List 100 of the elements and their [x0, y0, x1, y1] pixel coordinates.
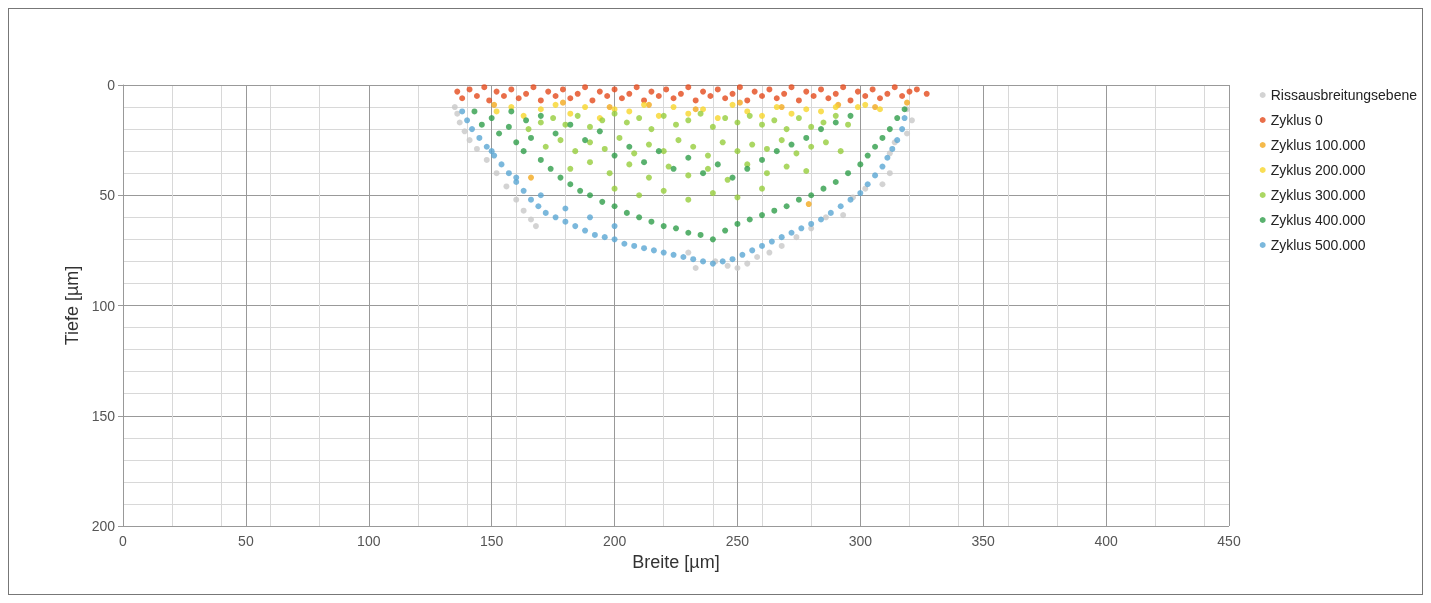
legend-label: Zyklus 400.000 [1270, 212, 1366, 228]
point [464, 117, 471, 124]
point [491, 101, 498, 108]
y-tick-label: 100 [91, 297, 116, 314]
point [778, 234, 785, 241]
point [724, 262, 731, 269]
point [562, 218, 569, 225]
point [857, 190, 864, 197]
point [879, 181, 886, 188]
point [582, 104, 589, 111]
point [729, 101, 736, 108]
point [552, 214, 559, 221]
legend-label: Zyklus 100.000 [1270, 137, 1366, 153]
point [466, 137, 473, 144]
legend-label: Zyklus 500.000 [1270, 237, 1366, 253]
x-tick-label: 150 [479, 533, 504, 549]
point [601, 234, 608, 241]
point [904, 99, 911, 106]
point [778, 104, 785, 111]
point [621, 240, 628, 247]
point [670, 251, 677, 258]
point [562, 205, 569, 212]
point [793, 234, 800, 241]
point [459, 108, 466, 115]
point [886, 170, 893, 177]
point [641, 245, 648, 252]
point [655, 112, 662, 119]
point [528, 174, 534, 181]
point [864, 181, 871, 188]
point [759, 112, 766, 119]
point [854, 104, 861, 111]
point [520, 187, 527, 194]
point [461, 128, 468, 135]
point [700, 106, 707, 113]
point [537, 192, 544, 199]
point [736, 99, 743, 106]
point [567, 110, 574, 117]
point [469, 126, 475, 133]
point [788, 229, 795, 236]
point [631, 242, 638, 249]
legend-label: Zyklus 0 [1270, 112, 1324, 128]
x-tick-label: 200 [602, 533, 627, 549]
point [729, 256, 736, 263]
point [700, 258, 707, 265]
point [759, 242, 766, 249]
point [808, 220, 815, 227]
point [586, 214, 593, 221]
point [451, 104, 458, 111]
point [488, 148, 495, 155]
legend-label: Zyklus 200.000 [1270, 162, 1366, 178]
point [513, 196, 520, 203]
y-tick-label: 150 [91, 407, 116, 424]
point [520, 207, 527, 214]
x-tick-label: 300 [848, 533, 873, 549]
point [840, 212, 847, 219]
point [670, 104, 677, 111]
point [904, 130, 911, 137]
point [877, 106, 883, 113]
point [680, 253, 687, 260]
point [773, 104, 780, 111]
x-tick-label: 0 [119, 533, 128, 549]
point [476, 134, 483, 141]
legend-label: Rissausbreitungsebene [1270, 87, 1418, 103]
point [744, 260, 751, 267]
point [714, 115, 721, 122]
point [611, 236, 618, 243]
point [572, 223, 579, 230]
y-tick-label: 0 [107, 77, 116, 93]
point [805, 201, 812, 208]
point [483, 143, 490, 150]
point [749, 247, 756, 254]
point [611, 223, 618, 230]
point [766, 249, 773, 256]
point [778, 242, 785, 249]
point [862, 185, 869, 192]
y-axis-title: Tiefe [µm] [61, 265, 82, 346]
y-tick-label: 200 [91, 518, 116, 534]
point [827, 209, 834, 216]
point [803, 106, 810, 113]
point [606, 104, 613, 111]
point [901, 115, 908, 122]
point [768, 238, 775, 245]
point [493, 108, 500, 115]
point [690, 256, 697, 263]
point [879, 163, 886, 170]
point [719, 258, 726, 265]
point [889, 145, 896, 152]
point [473, 145, 480, 152]
x-tick-label: 450 [1217, 533, 1241, 549]
point [535, 203, 542, 210]
point [491, 152, 498, 159]
point [591, 231, 598, 238]
point [822, 214, 829, 221]
point [552, 101, 559, 108]
point [692, 265, 699, 272]
point [899, 126, 906, 133]
point [454, 110, 461, 117]
point [908, 117, 915, 124]
point [754, 253, 761, 260]
x-tick-label: 250 [725, 533, 750, 549]
